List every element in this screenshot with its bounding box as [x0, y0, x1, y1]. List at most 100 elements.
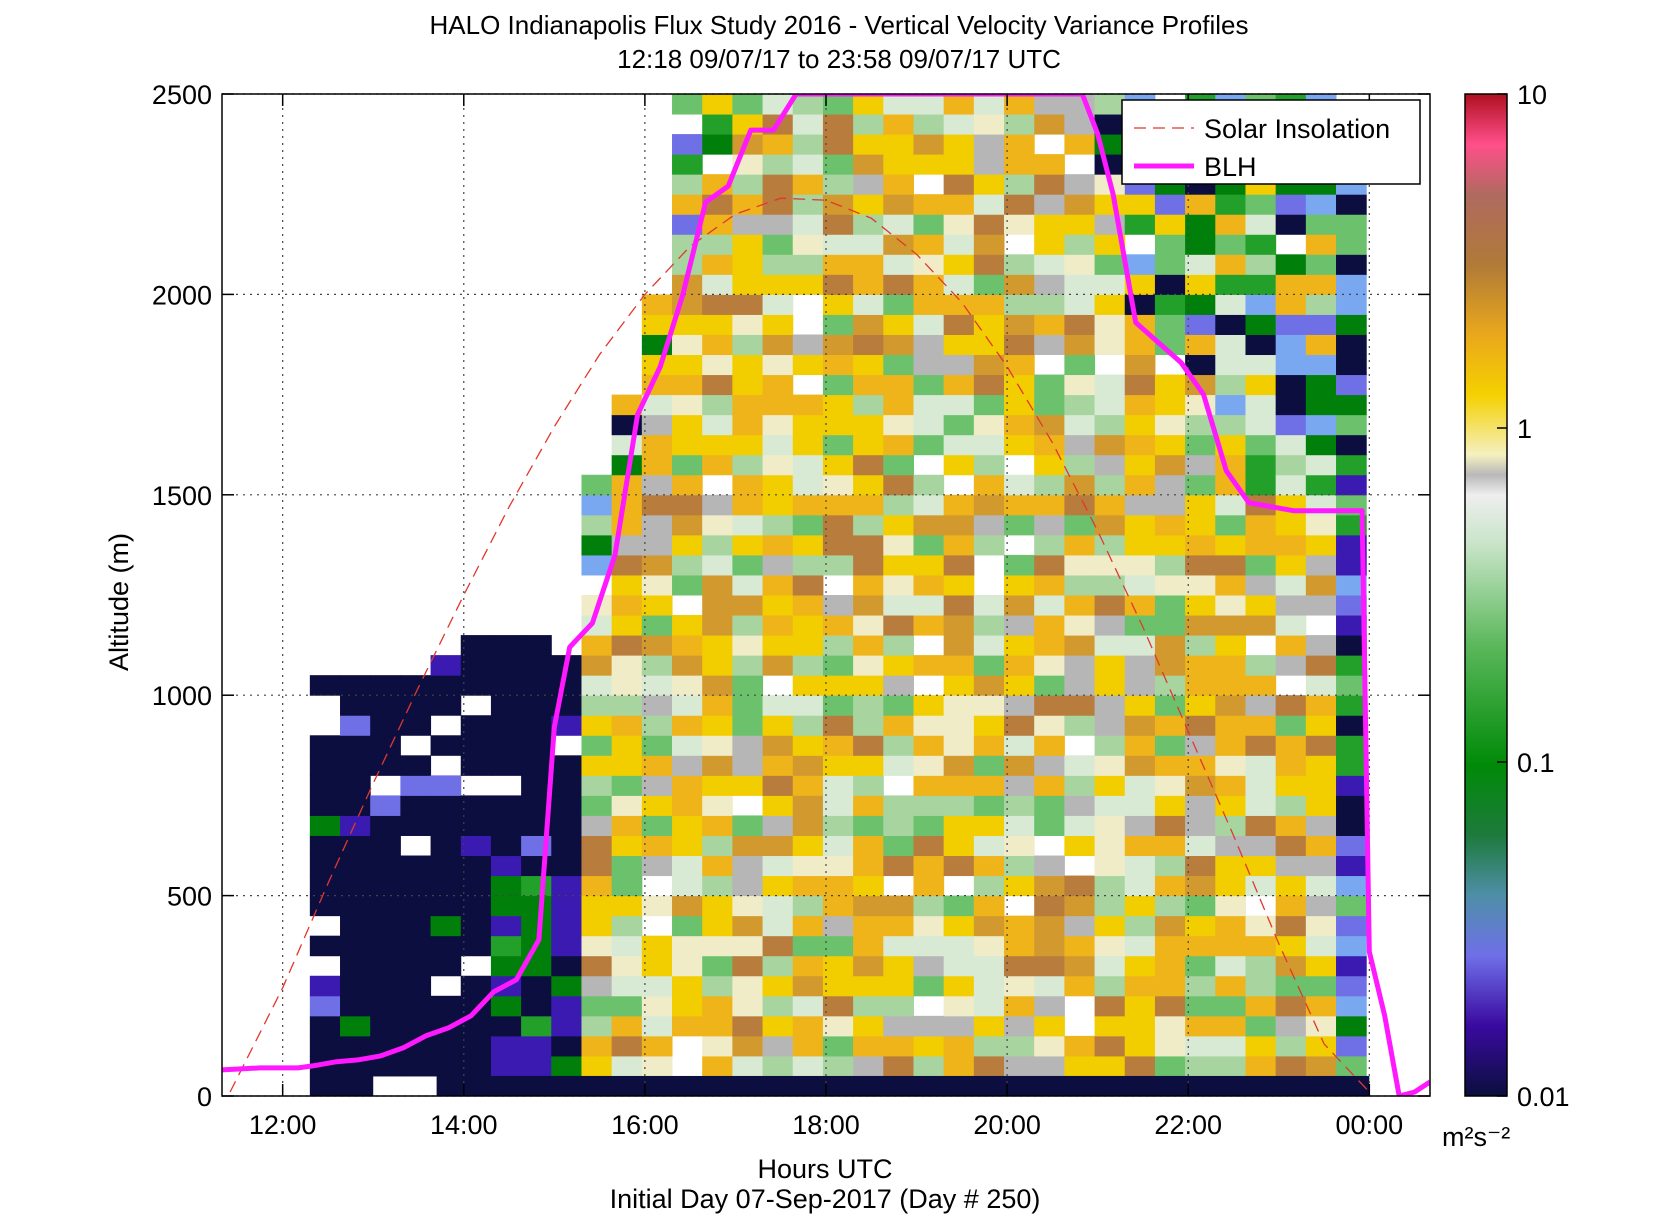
x-tick-label: 16:00 [611, 1110, 679, 1140]
heatmap-cell [1154, 574, 1186, 596]
heatmap-cell [853, 875, 884, 897]
heatmap-cell [732, 234, 764, 255]
heatmap-cell [853, 454, 884, 476]
heatmap-cell [792, 815, 824, 836]
heatmap-cell [853, 334, 884, 356]
heatmap-cell [1004, 635, 1035, 656]
heatmap-cell [1275, 394, 1307, 416]
heatmap-cell [1004, 995, 1035, 1017]
heatmap-cell [1154, 675, 1186, 696]
heatmap-cell [309, 855, 341, 877]
heatmap-cell [913, 474, 945, 496]
heatmap-cell [1185, 354, 1216, 376]
heatmap-cell [702, 494, 733, 516]
heatmap-cell [883, 514, 914, 536]
heatmap-cell [1215, 1035, 1246, 1057]
heatmap-cell [1124, 875, 1156, 897]
heatmap-cell [762, 454, 794, 476]
heatmap-cell [1336, 815, 1367, 836]
heatmap-cell [551, 795, 582, 816]
heatmap-cell [672, 534, 703, 556]
heatmap-cell [641, 835, 673, 857]
heatmap-cell [1245, 1035, 1277, 1057]
heatmap-cell [853, 1015, 884, 1037]
heatmap-cell [672, 735, 703, 756]
heatmap-cell [1336, 214, 1367, 235]
heatmap-cell [370, 755, 401, 776]
heatmap-cell [1305, 554, 1337, 576]
x-tick-label: 18:00 [792, 1110, 860, 1140]
heatmap-cell [1094, 595, 1126, 616]
heatmap-cell [581, 795, 613, 816]
heatmap-cell [1034, 154, 1065, 175]
heatmap-cell [1034, 675, 1065, 696]
heatmap-cell [792, 855, 824, 877]
heatmap-cell [1124, 655, 1156, 676]
heatmap-cell [1185, 955, 1216, 977]
heatmap-cell [1094, 815, 1126, 836]
heatmap-cell [641, 615, 673, 636]
heatmap-cell [1336, 615, 1367, 636]
heatmap-cell [762, 595, 794, 616]
heatmap-cell [1305, 995, 1337, 1017]
heatmap-cell [1336, 274, 1367, 295]
heatmap-cell [1034, 855, 1065, 877]
heatmap-cell [1004, 915, 1035, 937]
heatmap-cell [913, 274, 945, 295]
heatmap-cell [1305, 775, 1337, 796]
heatmap-cell [943, 695, 975, 716]
heatmap-cell [853, 254, 884, 275]
heatmap-cell [762, 695, 794, 716]
heatmap-cell [973, 1035, 1005, 1057]
heatmap-cell [641, 995, 673, 1017]
heatmap-cell [1215, 995, 1246, 1017]
heatmap-cell [1094, 995, 1126, 1017]
heatmap-cell [1064, 214, 1096, 235]
heatmap-cell [1305, 895, 1337, 917]
heatmap-cell [732, 554, 764, 576]
heatmap-cell [702, 374, 733, 396]
heatmap-cell [943, 194, 975, 215]
heatmap-cell [1004, 514, 1035, 536]
heatmap-cell [611, 434, 643, 456]
heatmap-cell [762, 554, 794, 576]
heatmap-cell [1034, 534, 1065, 556]
heatmap-cell [672, 314, 703, 335]
heatmap-cell [792, 1015, 824, 1037]
axis-ticks: 12:00 14:00 16:00 18:00 20:00 22:00 00:00 0 500 1… [152, 80, 1430, 1140]
heatmap-cell [551, 955, 582, 977]
heatmap-cell [672, 174, 703, 195]
heatmap-cell [641, 454, 673, 476]
heatmap-cell [1275, 775, 1307, 796]
heatmap-cell [460, 915, 492, 937]
heatmap-cell [460, 875, 492, 897]
heatmap-cell [822, 534, 854, 556]
heatmap-cell [1305, 1015, 1337, 1037]
heatmap-cell [1185, 695, 1216, 716]
heatmap-cell [521, 975, 552, 997]
heatmap-cell [1245, 1055, 1277, 1077]
heatmap-cell [370, 795, 401, 816]
heatmap-cell [1094, 194, 1126, 215]
heatmap-cell [1004, 294, 1035, 315]
heatmap-cell [672, 514, 703, 536]
heatmap-cell [1124, 755, 1156, 776]
heatmap-cell [732, 434, 764, 456]
heatmap-cell [1124, 935, 1156, 957]
heatmap-cell [702, 675, 733, 696]
heatmap-cell [340, 755, 371, 776]
heatmap-cell [883, 1015, 914, 1037]
heatmap-cell [1004, 274, 1035, 295]
heatmap-cell [340, 955, 371, 977]
heatmap-cell [1124, 675, 1156, 696]
heatmap-cell [943, 154, 975, 175]
heatmap-cell [1004, 94, 1035, 115]
heatmap-cell [883, 94, 914, 115]
heatmap-cell [1215, 775, 1246, 796]
heatmap-cell [641, 675, 673, 696]
heatmap-cell [1034, 615, 1065, 636]
heatmap-cell [822, 615, 854, 636]
heatmap-cell [581, 735, 613, 756]
heatmap-cell [792, 114, 824, 135]
heatmap-cell [641, 695, 673, 716]
